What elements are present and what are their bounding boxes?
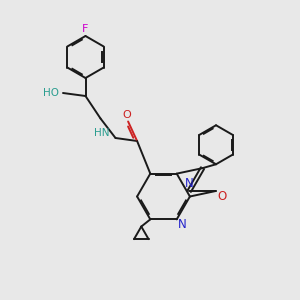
Text: N: N [178,218,187,231]
Text: N: N [185,177,194,190]
Text: F: F [82,23,89,34]
Text: HN: HN [94,128,110,138]
Text: O: O [122,110,131,120]
Text: HO: HO [44,88,59,98]
Text: O: O [217,190,226,203]
